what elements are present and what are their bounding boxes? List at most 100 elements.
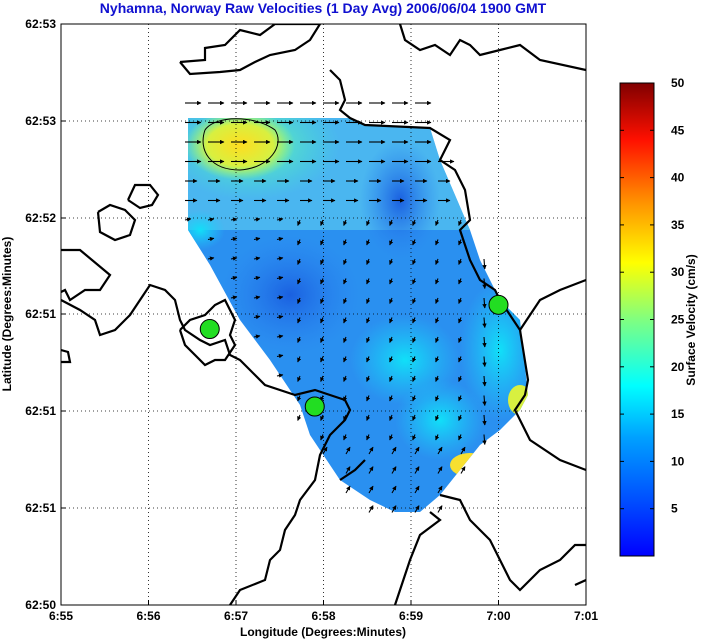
velocity-vector: [366, 297, 371, 304]
velocity-vector: [391, 466, 397, 474]
velocity-vector: [482, 278, 487, 289]
colorbar-tick-label: 35: [671, 218, 685, 232]
velocity-vector: [391, 485, 397, 494]
velocity-vector: [412, 239, 417, 246]
velocity-vector: [389, 414, 394, 421]
velocity-vector: [412, 219, 417, 226]
velocity-vector: [253, 217, 261, 222]
velocity-vector: [458, 434, 463, 441]
velocity-vector: [458, 297, 463, 304]
velocity-vector: [366, 258, 371, 265]
velocity-vector: [368, 505, 374, 513]
velocity-vector: [343, 258, 348, 265]
velocity-vector: [389, 219, 394, 226]
velocity-vector: [343, 297, 348, 304]
velocity-vector: [368, 446, 374, 455]
velocity-vector: [297, 239, 302, 246]
velocity-vector: [460, 446, 466, 455]
velocity-vector: [276, 373, 284, 378]
velocity-vector: [412, 414, 417, 421]
velocity-vector: [253, 275, 261, 281]
velocity-vector: [320, 297, 325, 304]
colorbar-tick-label: 25: [671, 313, 685, 327]
velocity-vector: [412, 395, 417, 402]
velocity-vector: [253, 314, 261, 320]
velocity-vector: [366, 395, 371, 402]
velocity-vector: [320, 356, 325, 363]
velocity-vector: [412, 434, 417, 441]
velocity-vector: [366, 317, 371, 324]
velocity-vector: [435, 414, 440, 421]
x-tick-label: 6:55: [49, 609, 73, 623]
velocity-vector: [343, 219, 348, 226]
y-tick-label: 62:51: [25, 501, 56, 515]
velocity-vector: [230, 256, 238, 261]
colorbar-tick-label: 40: [671, 171, 685, 185]
velocity-vector: [297, 278, 302, 285]
colorbar-tick-label: 45: [671, 123, 685, 137]
velocity-vector: [482, 434, 487, 445]
velocity-vector: [412, 375, 417, 382]
velocity-vectors: [184, 100, 487, 513]
velocity-vector: [366, 414, 371, 421]
velocity-vector: [458, 278, 463, 285]
radar-site-marker: [304, 396, 325, 417]
velocity-vector: [458, 414, 463, 421]
velocity-vector: [482, 375, 487, 387]
velocity-vector: [389, 434, 394, 441]
colorbar-tick-label: 15: [671, 407, 685, 421]
velocity-vector: [389, 356, 394, 363]
velocity-vector: [458, 375, 463, 382]
velocity-vector: [345, 466, 351, 474]
velocity-vector: [437, 485, 443, 494]
velocity-vector: [253, 334, 261, 339]
x-tick-label: 7:01: [574, 609, 598, 623]
velocity-vector: [482, 317, 487, 328]
velocity-vector: [437, 446, 443, 455]
velocity-vector: [482, 395, 487, 406]
colorbar-tick-label: 30: [671, 265, 685, 279]
velocity-vector: [297, 297, 302, 304]
velocity-vector: [435, 434, 440, 441]
velocity-vector: [343, 336, 348, 343]
colorbar-ticks: 5 10 15 20 25 30 35 40 45 50: [620, 76, 685, 516]
colorbar-tick-label: 20: [671, 360, 685, 374]
velocity-vector: [184, 217, 192, 222]
velocity-vector: [276, 275, 284, 281]
velocity-vector: [343, 278, 348, 285]
velocity-vector: [482, 258, 487, 270]
velocity-vector: [389, 317, 394, 324]
velocity-vector: [366, 356, 371, 363]
colorbar: [619, 82, 655, 557]
velocity-vector: [297, 317, 302, 324]
velocity-vector: [435, 258, 440, 265]
x-tick-label: 6:59: [399, 609, 423, 623]
velocity-vector: [276, 334, 284, 339]
velocity-vector: [414, 485, 420, 494]
velocity-vector: [320, 336, 325, 343]
colorbar-tick-label: 10: [671, 454, 685, 468]
velocity-vector: [435, 219, 440, 226]
velocity-vector: [412, 336, 417, 343]
velocity-vector: [435, 278, 440, 285]
velocity-vector: [253, 295, 261, 300]
velocity-vector: [482, 414, 487, 426]
velocity-vector: [343, 239, 348, 246]
velocity-vector: [343, 395, 348, 402]
x-tick-label: 6:56: [136, 609, 160, 623]
velocity-vector: [276, 256, 284, 261]
velocity-vector: [368, 485, 374, 494]
velocity-vector: [320, 434, 325, 441]
chart-title: Nyhamna, Norway Raw Velocities (1 Day Av…: [100, 0, 547, 16]
velocity-vector: [412, 297, 417, 304]
velocity-vector: [389, 278, 394, 285]
velocity-vector: [230, 217, 238, 222]
velocity-vector: [435, 395, 440, 402]
colorbar-tick-label: 5: [671, 502, 678, 516]
velocity-vector: [435, 297, 440, 304]
velocity-vector: [435, 239, 440, 246]
velocity-vector: [366, 434, 371, 441]
velocity-vector: [320, 414, 325, 421]
velocity-vector: [297, 336, 302, 343]
axis-ticks: [60, 23, 587, 606]
